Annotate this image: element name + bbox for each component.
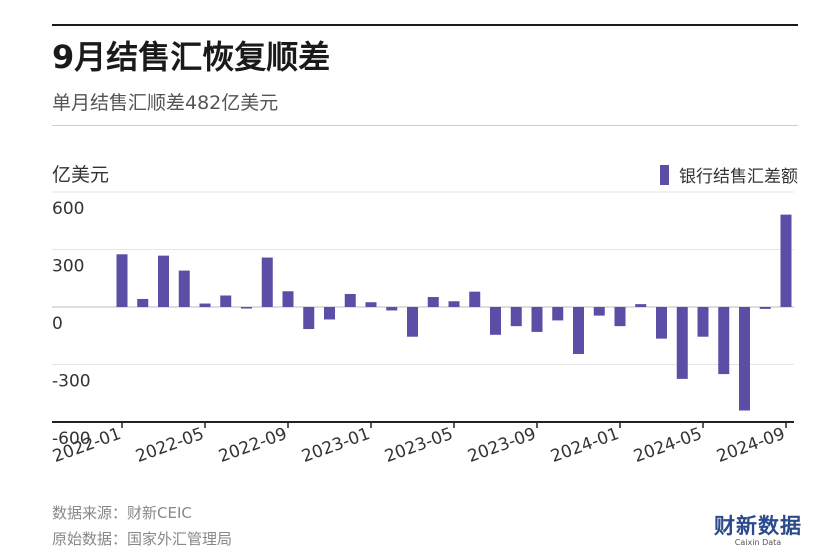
brand-logo-cn: 财新数据 [714,514,802,538]
y-tick-label: -300 [52,372,91,392]
y-tick-label: -600 [52,429,91,449]
x-tick-label: 2023-09 [465,424,539,467]
bar [303,307,315,330]
x-tick-label: 2023-05 [382,424,456,467]
bar [469,291,481,307]
legend: 银行结售汇差额 [660,162,798,187]
bar [697,307,709,337]
chart-title: 9月结售汇恢复顺差 [52,38,331,76]
bar [344,293,356,307]
legend-swatch [660,164,669,185]
bar [324,307,335,320]
top-rule [52,24,798,26]
bar [510,307,522,327]
bar [759,307,771,309]
bar [241,307,252,309]
bar [178,270,190,307]
footer-source: 数据来源：财新CEIC [52,504,192,522]
y-tick-label: 0 [52,314,63,334]
bar [656,307,667,339]
x-tick-label: 2022-09 [216,424,290,467]
x-tick-label: 2024-01 [548,424,622,467]
legend-label: 银行结售汇差额 [679,167,798,187]
bar [427,297,439,307]
y-tick-label: 300 [52,257,84,277]
bar [137,298,149,307]
bar [199,303,211,307]
x-tick-label: 2024-05 [631,424,705,467]
y-axis-unit: 亿美元 [52,164,110,186]
bar [407,307,418,337]
bar [531,307,543,332]
bar [282,291,294,307]
bar [220,295,232,307]
x-tick-label: 2023-01 [299,424,373,467]
y-tick-label: 600 [52,199,84,219]
bar [573,307,584,354]
bar [552,307,564,321]
bar [365,302,377,307]
bar [635,304,647,307]
brand-logo-en: Caixin Data [734,538,782,547]
chart-subtitle: 单月结售汇顺差482亿美元 [52,92,279,114]
bar [116,254,128,307]
bar [593,307,605,316]
bar [158,255,169,307]
bar [448,301,460,307]
subtitle-divider [52,125,798,126]
bar [614,307,626,327]
bar [718,307,730,375]
bar [386,307,398,311]
bar [676,307,688,379]
bar [261,257,273,307]
brand-logo: 财新数据 Caixin Data [714,510,802,547]
bar [780,214,792,307]
bar [739,307,750,411]
x-tick-label: 2022-05 [133,424,207,467]
footer-original-data: 原始数据：国家外汇管理局 [52,530,233,548]
x-tick-label: 2024-09 [714,424,788,467]
bar [490,307,501,335]
